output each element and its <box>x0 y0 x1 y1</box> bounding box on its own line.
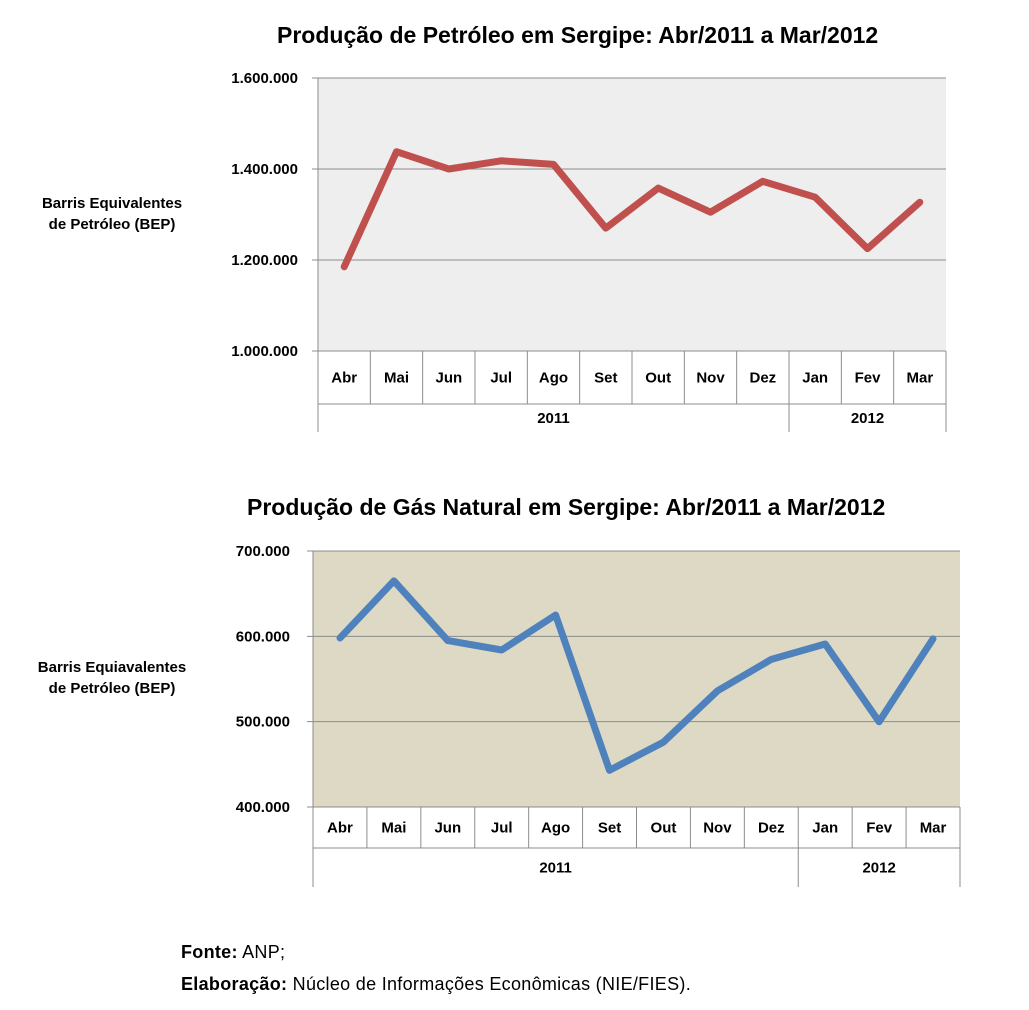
x-tick-label: Mai <box>384 370 409 387</box>
credit-label: Elaboração: <box>181 974 288 994</box>
x-tick-label: Jul <box>491 820 513 837</box>
x-tick-label: Nov <box>696 370 725 387</box>
y-axis-label-line: Barris Equivalentes <box>41 195 183 212</box>
gas-production-chart: Produção de Gás Natural em Sergipe: Abr/… <box>0 480 1029 910</box>
year-label: 2012 <box>862 860 895 877</box>
x-tick-label: Dez <box>758 820 785 837</box>
x-tick-label: Dez <box>749 370 776 387</box>
y-tick-label: 1.600.000 <box>231 70 298 87</box>
y-tick-label: 500.000 <box>236 714 290 731</box>
x-tick-label: Abr <box>331 370 357 387</box>
plot-area: 1.000.000 1.200.000 1.400.000 1.600.000 Abr M… <box>231 70 947 432</box>
y-axis-label: Barris Equivalentes de Petróleo (BEP) <box>22 193 202 235</box>
series-line <box>336 577 937 774</box>
x-tick-label: Nov <box>703 820 732 837</box>
y-tick-label: 400.000 <box>236 799 290 816</box>
y-axis-label: Barris Equiavalentes de Petróleo (BEP) <box>22 657 202 699</box>
series-line <box>340 148 924 271</box>
y-axis-label-line: de Petróleo (BEP) <box>48 216 176 233</box>
source-value: ANP; <box>237 942 286 962</box>
y-axis-label-line: Barris Equiavalentes <box>37 659 187 676</box>
y-axis-label-line: de Petróleo (BEP) <box>48 680 176 697</box>
y-tick-label: 700.000 <box>236 543 290 560</box>
plot-area: 400.000 500.000 600.000 700.000 Abr Mai Jun Jul… <box>236 543 961 887</box>
credit-value: Núcleo de Informações Econômicas (NIE/FI… <box>287 974 691 994</box>
x-tick-label: Jun <box>435 370 462 387</box>
x-tick-label: Jul <box>490 370 512 387</box>
y-tick-label: 1.400.000 <box>231 161 298 178</box>
source-note: Fonte: ANP; <box>181 942 285 963</box>
x-tick-label: Abr <box>327 820 353 837</box>
y-tick-label: 600.000 <box>236 628 290 645</box>
x-tick-label: Ago <box>539 370 568 387</box>
oil-production-chart: Produção de Petróleo em Sergipe: Abr/201… <box>0 0 1029 450</box>
x-tick-label: Mar <box>906 370 933 387</box>
plot-background <box>318 78 946 351</box>
plot-background <box>313 551 960 807</box>
year-label: 2012 <box>851 410 884 427</box>
x-tick-label: Out <box>645 370 671 387</box>
chart-title: Produção de Petróleo em Sergipe: Abr/201… <box>277 22 879 48</box>
y-tick-label: 1.000.000 <box>231 343 298 360</box>
x-tick-label: Ago <box>541 820 570 837</box>
y-tick-label: 1.200.000 <box>231 252 298 269</box>
x-tick-label: Mai <box>381 820 406 837</box>
x-tick-label: Jan <box>802 370 828 387</box>
year-label: 2011 <box>539 860 572 877</box>
x-tick-label: Fev <box>855 370 882 387</box>
x-tick-label: Out <box>651 820 677 837</box>
x-tick-label: Jan <box>812 820 838 837</box>
chart-title: Produção de Gás Natural em Sergipe: Abr/… <box>247 494 886 520</box>
source-label: Fonte: <box>181 942 238 962</box>
x-tick-label: Mar <box>920 820 947 837</box>
x-tick-label: Fev <box>866 820 893 837</box>
credit-note: Elaboração: Núcleo de Informações Econôm… <box>181 974 691 995</box>
x-tick-label: Set <box>598 820 621 837</box>
x-tick-label: Set <box>594 370 617 387</box>
year-label: 2011 <box>537 410 570 427</box>
x-tick-label: Jun <box>434 820 461 837</box>
